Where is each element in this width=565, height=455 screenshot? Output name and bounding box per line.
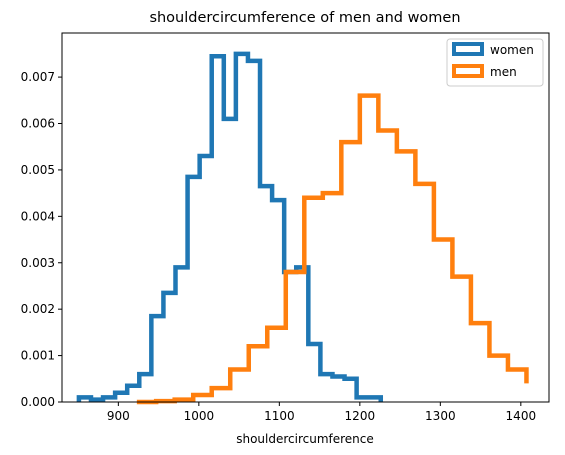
- legend-swatch-women: [452, 42, 484, 56]
- y-axis: 0.000 0.001 0.002 0.003 0.004 0.005 0.006 0.007: [21, 70, 62, 409]
- legend-label-men: men: [490, 65, 517, 79]
- plot-frame: [61, 32, 550, 403]
- y-tick-label-2: 0.002: [21, 302, 55, 316]
- legend-swatch-men: [452, 64, 484, 78]
- legend-label-women: women: [490, 43, 534, 57]
- x-tick-label-1000: 1000: [184, 409, 215, 423]
- y-tick-label-3: 0.003: [21, 256, 55, 270]
- x-axis: 900 1000 1100 1200 1300 1400: [107, 402, 536, 423]
- chart-title: shouldercircumference of men and women: [149, 10, 460, 26]
- y-tick-label-4: 0.004: [21, 209, 55, 223]
- outline-men: [136, 93, 529, 405]
- y-tick-label-1: 0.001: [21, 349, 55, 363]
- series-men: [136, 93, 529, 405]
- y-tick-label-7: 0.007: [21, 70, 55, 84]
- x-tick-label-1200: 1200: [345, 409, 376, 423]
- x-tick-label-1300: 1300: [425, 409, 456, 423]
- axes-layer: [61, 32, 550, 403]
- x-tick-label-1100: 1100: [264, 409, 295, 423]
- legend: women men: [446, 38, 544, 87]
- y-tick-label-6: 0.006: [21, 117, 55, 131]
- outline-women: [76, 51, 384, 402]
- x-tick-label-900: 900: [107, 409, 130, 423]
- y-tick-label-5: 0.005: [21, 163, 55, 177]
- x-tick-label-1400: 1400: [506, 409, 537, 423]
- series-layer: [76, 51, 529, 405]
- series-women: [76, 51, 384, 402]
- x-axis-label: shouldercircumference: [236, 432, 374, 446]
- y-tick-label-0: 0.000: [21, 395, 55, 409]
